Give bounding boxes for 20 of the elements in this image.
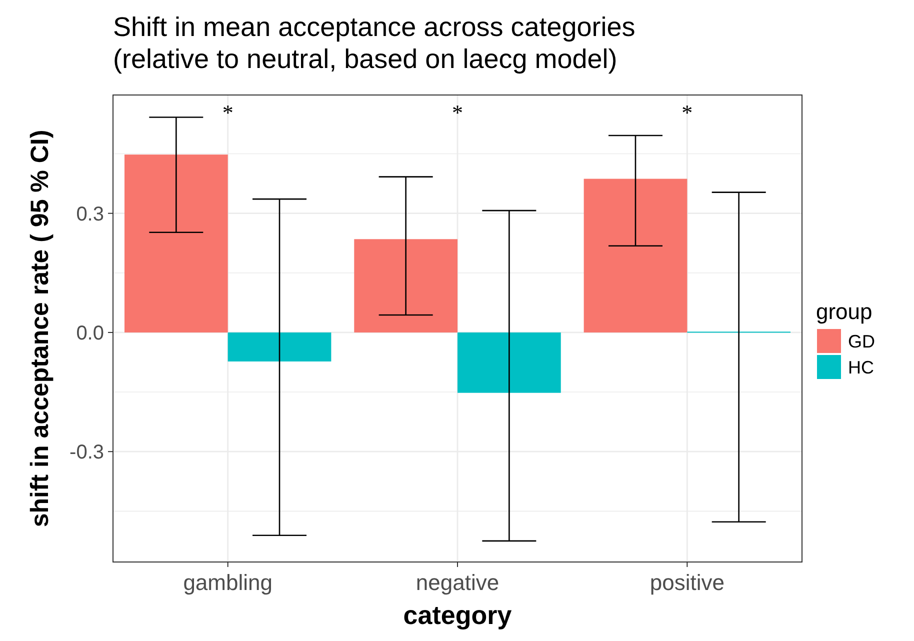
y-axis-title: shift in acceptance rate ( 95 % CI) xyxy=(26,130,54,528)
legend-label: GD xyxy=(848,331,875,352)
annotation: * xyxy=(222,100,234,125)
x-tick-label: negative xyxy=(416,570,500,595)
annotation: * xyxy=(682,100,693,125)
y-tick-label: -0.3 xyxy=(70,442,104,464)
x-tick-label: gambling xyxy=(183,570,272,595)
y-tick-label: 0.0 xyxy=(76,322,104,344)
bar xyxy=(584,178,688,332)
bar xyxy=(458,332,561,393)
legend-title: group xyxy=(816,299,872,324)
y-tick-label: 0.3 xyxy=(76,203,104,226)
x-tick-label: positive xyxy=(650,570,724,595)
bar xyxy=(228,332,332,362)
annotation: * xyxy=(452,100,463,125)
bar xyxy=(124,154,228,332)
bar xyxy=(354,239,458,332)
x-axis-title: category xyxy=(403,600,512,630)
chart-title: Shift in mean acceptance across categories (relative to neutral, based on laecg model) xyxy=(113,12,636,74)
legend-label: HC xyxy=(848,357,874,378)
